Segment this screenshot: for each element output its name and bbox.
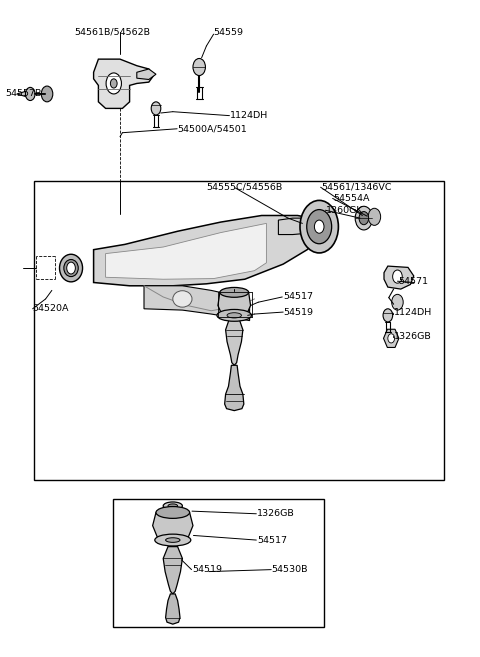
Polygon shape [94, 59, 154, 108]
Polygon shape [218, 292, 251, 319]
Circle shape [355, 206, 372, 230]
Circle shape [388, 334, 395, 343]
Circle shape [41, 86, 53, 102]
Circle shape [392, 294, 403, 310]
Text: 54561/1346VC: 54561/1346VC [322, 183, 392, 192]
Polygon shape [278, 218, 317, 235]
Circle shape [106, 73, 121, 94]
Polygon shape [106, 223, 266, 279]
Circle shape [25, 87, 35, 101]
Polygon shape [144, 286, 250, 321]
Polygon shape [153, 512, 193, 540]
Text: 1326GB: 1326GB [257, 509, 295, 518]
Text: 54519: 54519 [283, 307, 313, 317]
Ellipse shape [173, 290, 192, 307]
Circle shape [383, 309, 393, 322]
Polygon shape [163, 547, 182, 594]
Ellipse shape [217, 309, 252, 321]
Circle shape [393, 270, 402, 283]
Ellipse shape [220, 288, 249, 297]
Circle shape [151, 102, 161, 115]
Bar [113, 499, 324, 627]
Text: 1124DH: 1124DH [230, 111, 269, 120]
Text: 1124DH: 1124DH [394, 308, 432, 317]
Polygon shape [137, 69, 156, 79]
Circle shape [110, 79, 117, 88]
Circle shape [307, 210, 332, 244]
Polygon shape [225, 365, 244, 411]
Text: 54520A: 54520A [33, 304, 69, 313]
Text: 54519: 54519 [192, 565, 222, 574]
Text: 54555C/54556B: 54555C/54556B [206, 183, 283, 192]
Text: 54500A/54501: 54500A/54501 [178, 124, 247, 133]
Circle shape [359, 212, 369, 225]
Text: 1360GK: 1360GK [326, 206, 364, 215]
Ellipse shape [168, 504, 178, 508]
Text: 54571: 54571 [398, 277, 428, 286]
Circle shape [368, 208, 381, 225]
Ellipse shape [163, 502, 182, 510]
Text: 54530B: 54530B [271, 565, 308, 574]
Text: 54561B/54562B: 54561B/54562B [74, 27, 150, 36]
Text: 54557B: 54557B [5, 89, 41, 98]
Ellipse shape [60, 254, 83, 282]
Text: 54559: 54559 [214, 28, 243, 37]
Circle shape [67, 262, 75, 274]
Text: 54554A: 54554A [334, 194, 370, 203]
Ellipse shape [166, 537, 180, 543]
Polygon shape [17, 90, 30, 98]
Text: 1326GB: 1326GB [394, 332, 432, 341]
Polygon shape [384, 266, 414, 289]
Text: 54517: 54517 [257, 535, 287, 545]
Ellipse shape [64, 260, 78, 277]
Ellipse shape [155, 534, 191, 546]
Circle shape [193, 58, 205, 76]
Polygon shape [166, 594, 180, 624]
Polygon shape [94, 215, 322, 286]
Polygon shape [226, 319, 243, 365]
Circle shape [300, 200, 338, 253]
Bar [34, 181, 444, 480]
Circle shape [314, 220, 324, 233]
Ellipse shape [156, 507, 190, 518]
Text: 54517: 54517 [283, 292, 313, 302]
Ellipse shape [227, 313, 241, 318]
